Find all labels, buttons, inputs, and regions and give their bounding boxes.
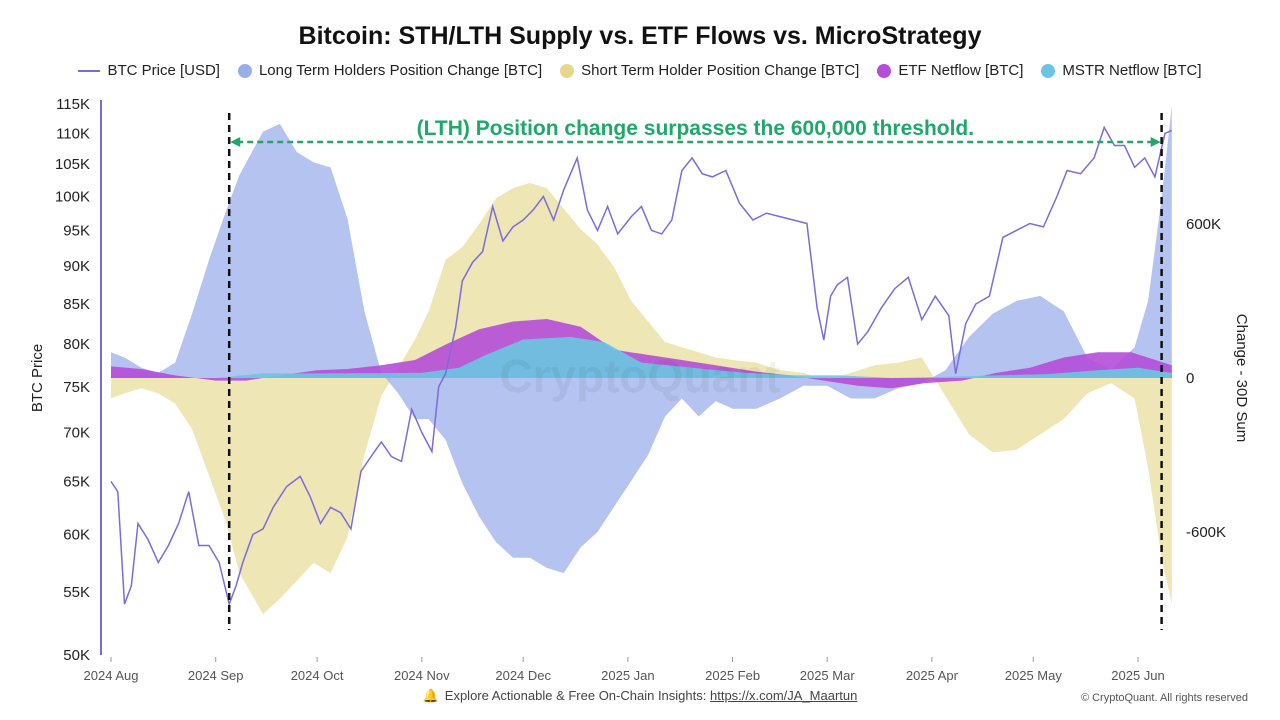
x-tick-label: 2024 Aug — [84, 668, 139, 683]
annotation-arrow-head-left — [230, 137, 241, 147]
legend: BTC Price [USD] Long Term Holders Positi… — [0, 62, 1280, 79]
y-right-tick-label: -600K — [1186, 524, 1226, 541]
x-axis-ticks: 2024 Aug 2024 Sep 2024 Oct 2024 Nov 2024 Dec… — [84, 657, 1165, 683]
y-left-tick-label: 60K — [63, 526, 90, 543]
x-tick-label: 2025 Jan — [601, 668, 655, 683]
y-axis-label-right: Change - 30D Sum — [1233, 314, 1250, 442]
x-tick-label: 2024 Sep — [188, 668, 244, 683]
legend-swatch-btc-price — [78, 69, 101, 72]
legend-label-btc-price: BTC Price [USD] — [107, 62, 220, 79]
legend-item-etf[interactable]: ETF Netflow [BTC] — [877, 62, 1023, 79]
bell-icon: 🔔 — [422, 688, 439, 703]
y-left-tick-label: 105K — [55, 156, 90, 173]
left-axis-ticks: 115K 110K 105K 100K 95K 90K 85K 80K 75K 70K 65K 60K… — [55, 96, 90, 664]
annotation-layer: (LTH) Position change surpasses the 600,… — [227, 113, 1163, 630]
x-tick-label: 2025 Jun — [1111, 668, 1165, 683]
etf-area — [111, 319, 1172, 389]
x-tick-label: 2025 Apr — [906, 668, 959, 683]
x-tick-label: 2024 Nov — [394, 668, 450, 683]
x-tick-label: 2025 Feb — [705, 668, 760, 683]
footer: 🔔 Explore Actionable & Free On-Chain Insi… — [0, 688, 1280, 704]
right-axis-ticks: 600K 0 -600K — [1186, 216, 1226, 541]
legend-swatch-etf — [877, 63, 892, 78]
x-tick-label: 2025 May — [1005, 668, 1063, 683]
annotation-text: (LTH) Position change surpasses the 600,… — [417, 117, 974, 140]
y-right-tick-label: 600K — [1186, 216, 1221, 233]
y-right-tick-label: 0 — [1186, 370, 1194, 387]
y-left-tick-label: 90K — [63, 258, 90, 275]
legend-item-btc-price[interactable]: BTC Price [USD] — [78, 62, 220, 79]
area-series-layer — [111, 105, 1172, 615]
y-left-tick-label: 100K — [55, 189, 90, 206]
legend-swatch-sth — [560, 63, 575, 78]
legend-item-lth[interactable]: Long Term Holders Position Change [BTC] — [237, 62, 543, 79]
x-tick-label: 2024 Dec — [495, 668, 551, 683]
y-left-tick-label: 95K — [63, 222, 90, 239]
legend-item-sth[interactable]: Short Term Holder Position Change [BTC] — [560, 62, 859, 79]
y-left-tick-label: 85K — [63, 296, 90, 313]
legend-item-mstr[interactable]: MSTR Netflow [BTC] — [1041, 62, 1202, 79]
chart-title: Bitcoin: STH/LTH Supply vs. ETF Flows vs… — [298, 22, 982, 50]
footer-link[interactable]: https://x.com/JA_Maartun — [709, 688, 858, 703]
y-left-tick-label: 115K — [56, 96, 90, 113]
lth-area — [111, 105, 1172, 574]
y-left-tick-label: 75K — [63, 379, 90, 396]
y-left-tick-label: 65K — [63, 473, 90, 490]
btc-price-line — [110, 125, 1173, 607]
legend-label-sth: Short Term Holder Position Change [BTC] — [581, 62, 860, 79]
x-tick-label: 2024 Oct — [291, 668, 344, 683]
legend-label-lth: Long Term Holders Position Change [BTC] — [258, 62, 543, 79]
footer-text: Explore Actionable & Free On-Chain Insig… — [444, 688, 710, 703]
y-left-tick-label: 80K — [63, 336, 90, 353]
x-tick-label: 2025 Mar — [800, 668, 856, 683]
annotation-arrow-head-right — [1150, 137, 1161, 147]
sth-area — [111, 182, 1172, 615]
y-left-tick-label: 50K — [63, 647, 90, 664]
legend-label-etf: ETF Netflow [BTC] — [898, 62, 1024, 79]
y-left-tick-label: 55K — [63, 584, 90, 601]
y-left-tick-label: 110K — [56, 125, 90, 142]
y-left-tick-label: 70K — [63, 424, 90, 441]
copyright: © CryptoQuant. All rights reserved — [1080, 692, 1248, 704]
legend-swatch-lth — [237, 63, 252, 78]
watermark: CryptoQuant — [499, 350, 780, 402]
y-axis-label-left: BTC Price — [29, 344, 46, 412]
mstr-area — [111, 336, 1172, 378]
price-line-layer — [110, 125, 1173, 607]
legend-swatch-mstr — [1041, 63, 1056, 78]
legend-label-mstr: MSTR Netflow [BTC] — [1062, 62, 1202, 79]
